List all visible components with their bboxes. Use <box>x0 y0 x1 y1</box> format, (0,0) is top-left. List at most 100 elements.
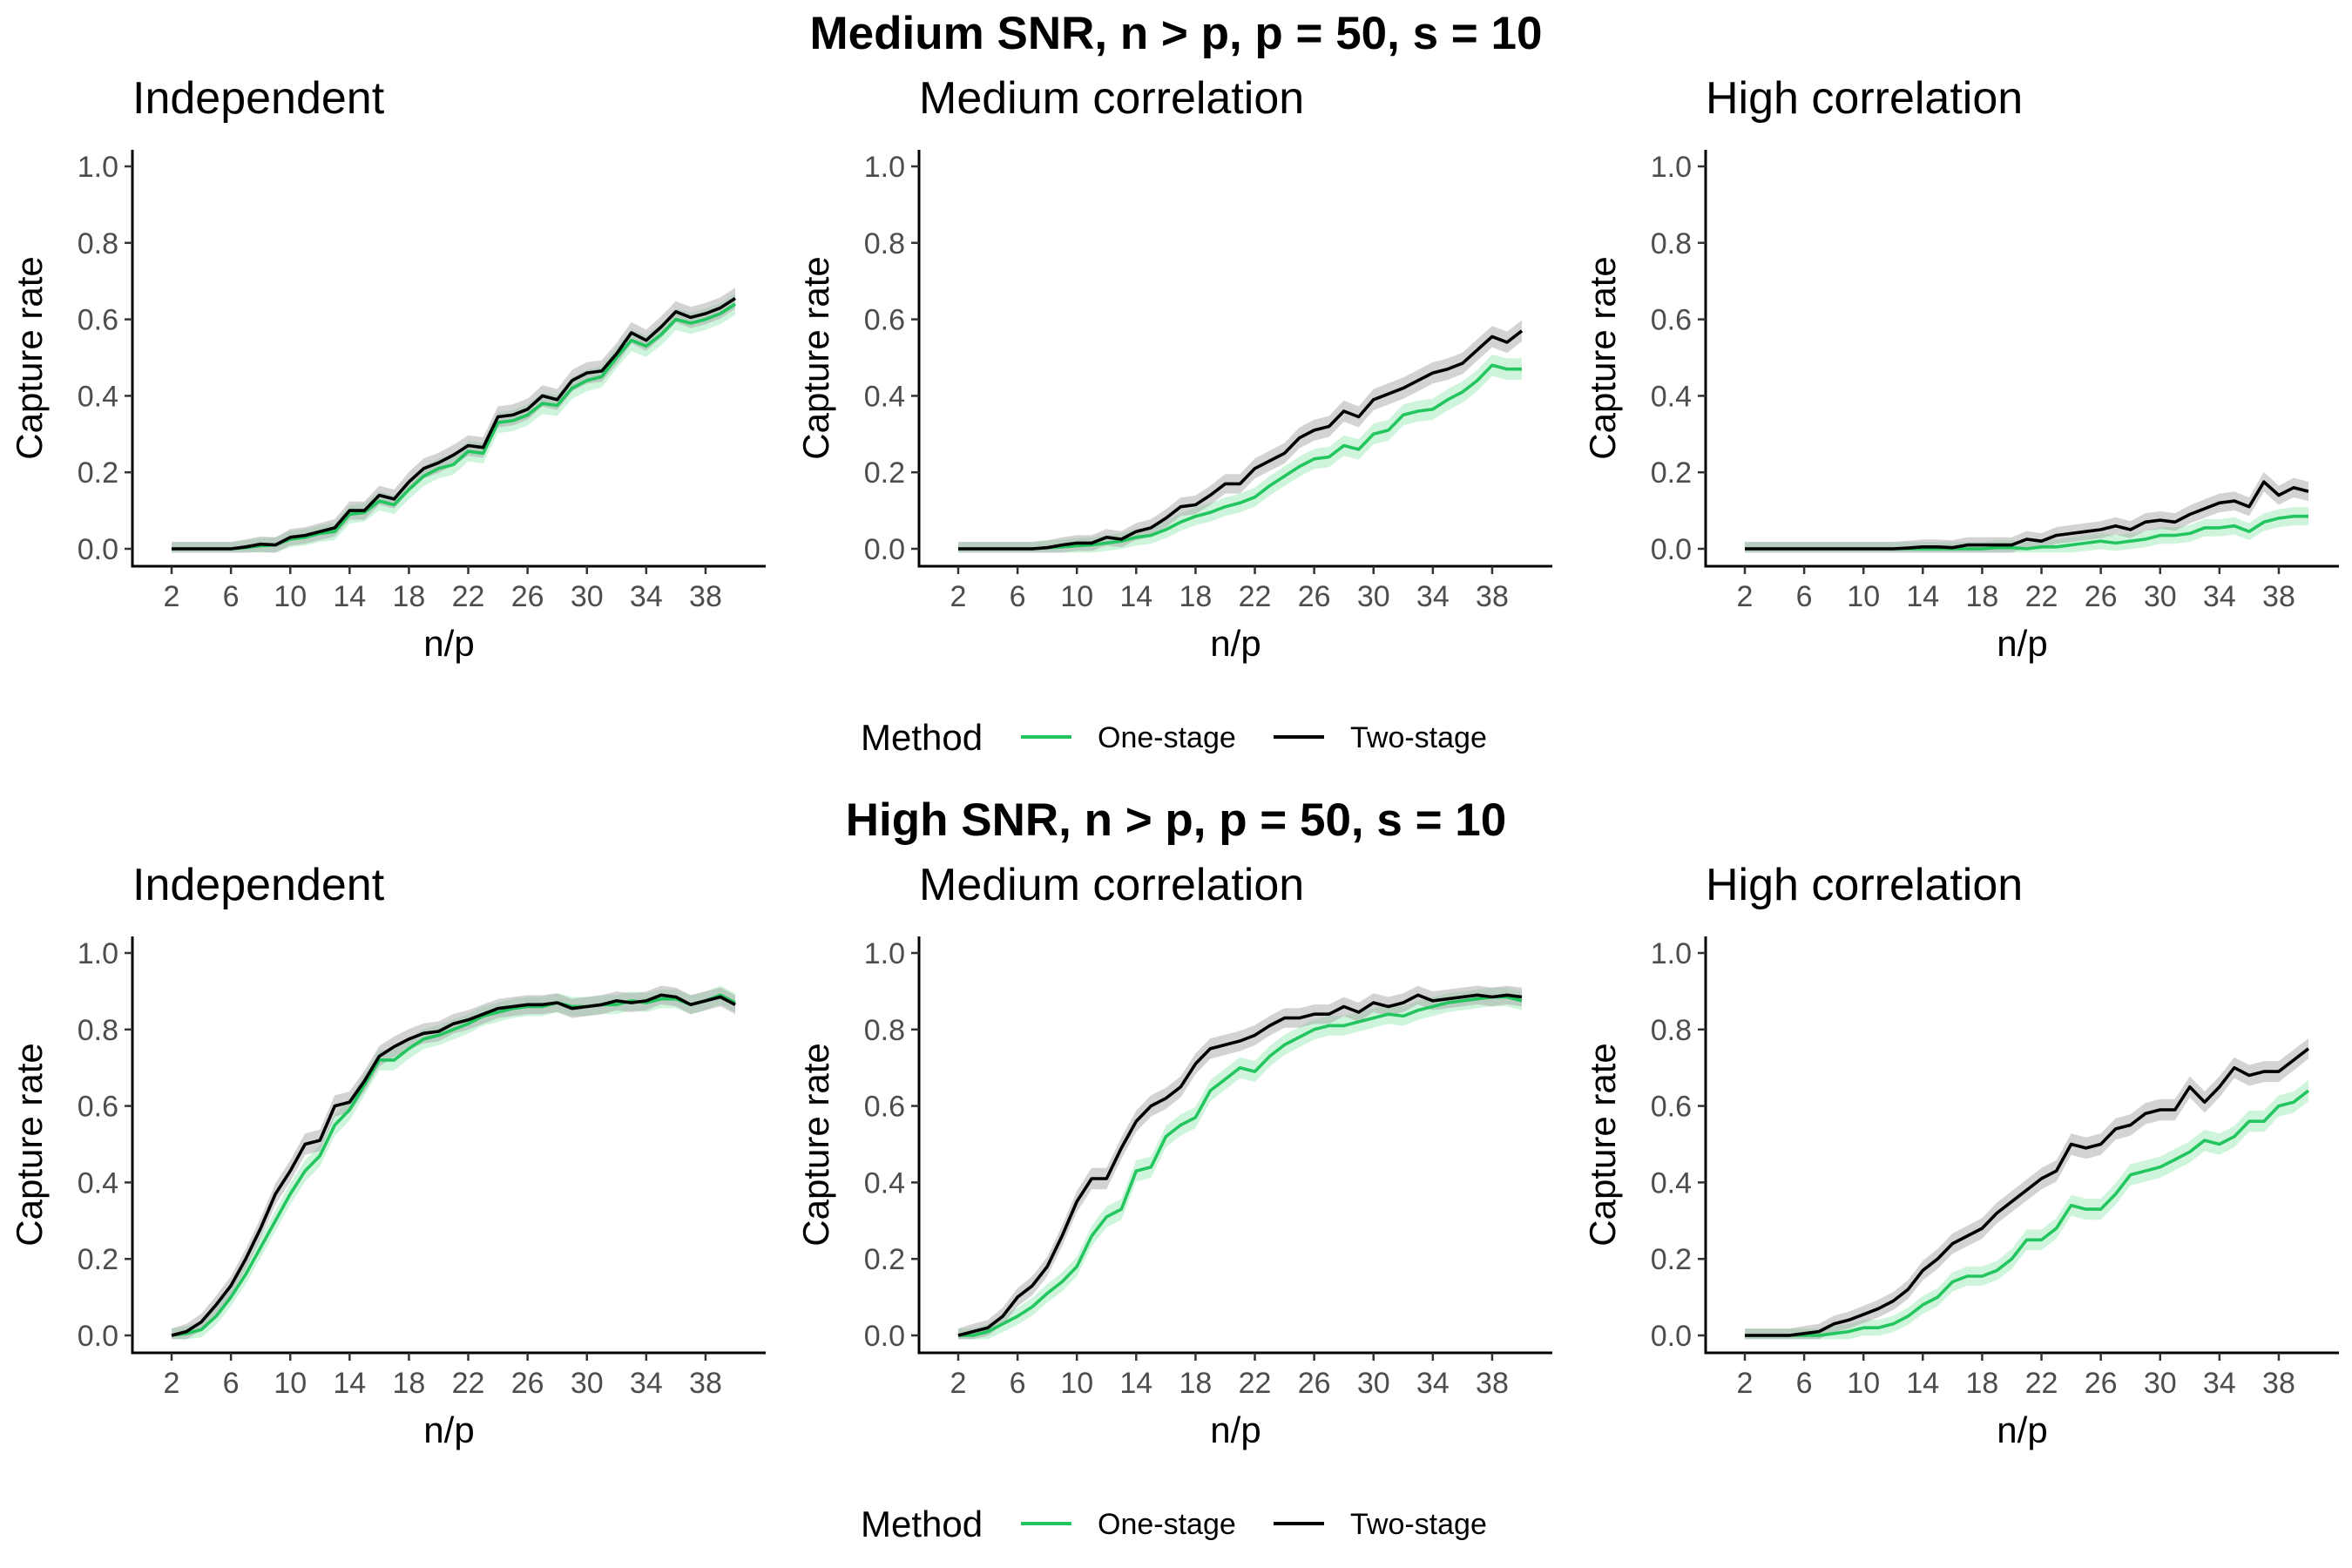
x-axis-label: n/p <box>1997 623 2047 664</box>
confidence-band <box>1745 507 2308 553</box>
y-tick-label: 0.2 <box>864 456 905 490</box>
x-tick-label: 38 <box>689 580 722 613</box>
y-tick-label: 0.6 <box>864 1091 905 1124</box>
series-line <box>957 993 1523 1337</box>
confidence-band <box>958 355 1522 553</box>
y-tick-label: 0.4 <box>78 380 118 413</box>
x-tick-label: 38 <box>2262 1367 2295 1400</box>
y-tick-label: 1.0 <box>864 151 905 184</box>
x-tick-label: 18 <box>393 580 426 613</box>
y-tick-label: 0.8 <box>864 1014 905 1047</box>
y-tick-label: 1.0 <box>1651 937 1692 970</box>
x-tick-label: 22 <box>1239 1367 1272 1400</box>
x-tick-label: 38 <box>2262 580 2295 613</box>
x-tick-label: 26 <box>511 1367 544 1400</box>
series-line <box>958 995 1523 1337</box>
confidence-band <box>958 985 1522 1340</box>
series-line <box>171 993 736 1337</box>
x-axis-label: n/p <box>423 1409 474 1450</box>
y-tick-label: 0.2 <box>864 1243 905 1276</box>
legend-label-two-stage: Two-stage <box>1350 1508 1487 1541</box>
x-tick-label: 26 <box>2085 1367 2118 1400</box>
x-axis-label: n/p <box>1210 623 1260 664</box>
x-tick-label: 22 <box>2025 580 2058 613</box>
x-tick-label: 6 <box>1796 580 1813 613</box>
x-tick-label: 2 <box>164 1367 180 1400</box>
x-tick-label: 14 <box>333 580 366 613</box>
y-tick-label: 0.8 <box>78 227 118 260</box>
y-tick-label: 0.4 <box>1651 380 1692 413</box>
series-line <box>1745 480 2309 551</box>
x-tick-label: 14 <box>333 1367 366 1400</box>
x-tick-label: 22 <box>452 580 485 613</box>
x-tick-label: 10 <box>274 1367 307 1400</box>
y-tick-label: 0.2 <box>78 456 118 490</box>
x-tick-label: 2 <box>1737 1367 1754 1400</box>
y-axis-label: Capture rate <box>9 1043 50 1246</box>
x-tick-label: 26 <box>1298 1367 1331 1400</box>
y-axis-label: Capture rate <box>9 256 50 459</box>
y-tick-label: 1.0 <box>78 937 118 970</box>
x-tick-label: 26 <box>511 580 544 613</box>
x-tick-label: 2 <box>950 1367 967 1400</box>
legend-label-one-stage: One-stage <box>1098 1508 1236 1541</box>
x-tick-label: 18 <box>1179 580 1213 613</box>
y-tick-label: 0.2 <box>1651 1243 1692 1276</box>
panel-title: Medium correlation <box>919 860 1304 910</box>
x-tick-label: 38 <box>1476 580 1509 613</box>
y-tick-label: 0.8 <box>1651 227 1692 260</box>
series-line <box>1745 1047 2310 1337</box>
x-tick-label: 2 <box>164 580 180 613</box>
series-line <box>171 993 736 1337</box>
y-tick-label: 0.2 <box>78 1243 118 1276</box>
x-tick-label: 10 <box>1060 1367 1093 1400</box>
x-tick-label: 14 <box>1906 1367 1939 1400</box>
figure-suptitle: Medium SNR, n > p, p = 50, s = 10 <box>810 8 1543 59</box>
x-tick-label: 6 <box>223 580 240 613</box>
x-tick-label: 30 <box>2144 1367 2177 1400</box>
x-tick-label: 30 <box>1357 1367 1390 1400</box>
x-tick-label: 38 <box>689 1367 722 1400</box>
x-tick-label: 2 <box>1737 580 1754 613</box>
y-tick-label: 0.0 <box>78 1320 118 1353</box>
x-tick-label: 34 <box>630 1367 663 1400</box>
y-tick-label: 0.4 <box>864 380 905 413</box>
y-tick-label: 0.6 <box>864 304 905 337</box>
y-tick-label: 0.8 <box>78 1014 118 1047</box>
x-tick-label: 30 <box>1357 580 1390 613</box>
y-tick-label: 1.0 <box>864 937 905 970</box>
series-line <box>172 296 736 551</box>
x-tick-label: 22 <box>1239 580 1272 613</box>
x-tick-label: 30 <box>571 1367 604 1400</box>
legend-title: Method <box>861 717 983 758</box>
x-tick-label: 34 <box>1416 580 1450 613</box>
x-tick-label: 14 <box>1119 580 1152 613</box>
y-tick-label: 0.6 <box>78 1091 118 1124</box>
confidence-band <box>172 985 735 1340</box>
series-line <box>958 329 1524 551</box>
y-tick-label: 0.0 <box>864 533 905 566</box>
x-tick-label: 34 <box>630 580 663 613</box>
panel-title: High correlation <box>1706 860 2023 910</box>
y-tick-label: 1.0 <box>1651 151 1692 184</box>
x-tick-label: 26 <box>1298 580 1331 613</box>
series-line <box>1745 1089 2310 1337</box>
confidence-band <box>1745 1079 2308 1340</box>
y-tick-label: 0.0 <box>78 533 118 566</box>
legend: Method One-stage Two-stage <box>861 717 1487 758</box>
x-tick-label: 10 <box>274 580 307 613</box>
legend-title: Method <box>861 1504 983 1544</box>
x-axis-label: n/p <box>423 623 474 664</box>
x-tick-label: 30 <box>571 580 604 613</box>
y-axis-label: Capture rate <box>1582 1043 1623 1246</box>
panel-title: Independent <box>132 73 385 124</box>
confidence-band <box>172 287 735 553</box>
y-tick-label: 0.0 <box>1651 1320 1692 1353</box>
x-tick-label: 22 <box>452 1367 485 1400</box>
x-tick-label: 10 <box>1060 580 1093 613</box>
legend-label-two-stage: Two-stage <box>1350 721 1487 754</box>
